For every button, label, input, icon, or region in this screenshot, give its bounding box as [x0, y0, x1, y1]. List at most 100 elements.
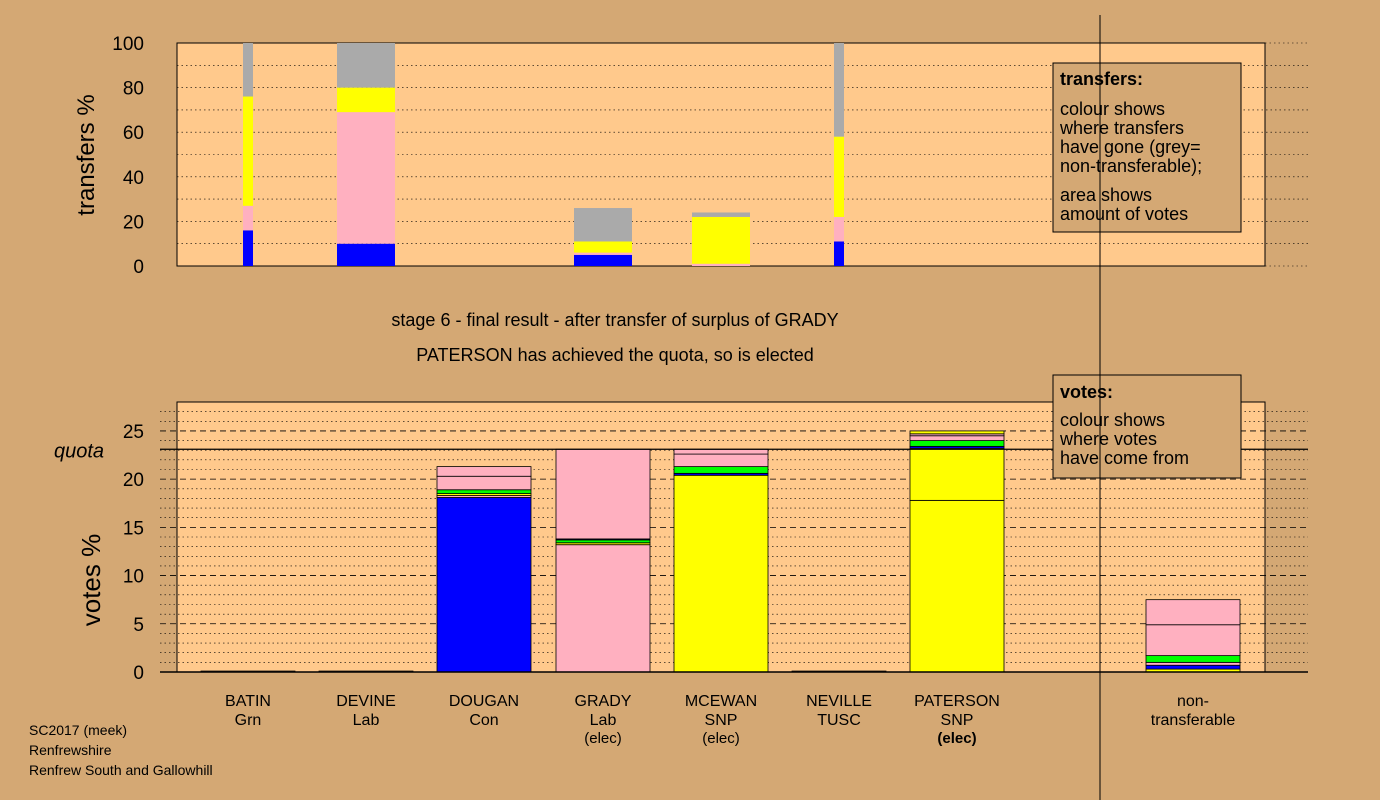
votes-bar-segment	[436, 497, 532, 673]
votes-legend-box	[1052, 374, 1242, 479]
votes-legend-line: where votes	[1059, 429, 1157, 449]
candidate-status: (elec)	[584, 730, 622, 747]
votes-bar-segment	[555, 544, 651, 673]
votes-y-tick: 10	[123, 567, 144, 588]
votes-legend-line: have come from	[1060, 448, 1189, 468]
transfers-legend-box	[1052, 62, 1242, 233]
stage-result: PATERSON has achieved the quota, so is e…	[416, 345, 814, 365]
footer-council: Renfrewshire	[29, 742, 112, 758]
transfers-legend-line: area shows	[1060, 185, 1152, 205]
votes-bar-segment	[909, 435, 1005, 441]
votes-bar-segment	[673, 448, 769, 455]
votes-y-axis-label: votes %	[76, 534, 106, 627]
candidate-name: GRADY	[575, 693, 632, 710]
votes-bar-segment	[436, 475, 532, 491]
candidate-party: Grn	[235, 712, 262, 729]
transfers-bar-segment	[243, 43, 253, 97]
candidate-name: NEVILLE	[806, 693, 872, 710]
candidate-party: TUSC	[817, 712, 861, 729]
votes-bar-segment	[555, 539, 651, 544]
votes-bar-segment	[555, 448, 651, 540]
candidate-name: MCEWAN	[685, 693, 757, 710]
transfers-bar-segment	[243, 205, 253, 231]
transfers-y-tick: 80	[123, 79, 144, 100]
transfers-bar-segment	[692, 216, 750, 264]
transfers-bar-segment	[337, 112, 395, 244]
transfers-bar-segment	[337, 43, 395, 88]
transfers-bar-segment	[574, 241, 632, 253]
votes-bar-segment	[909, 430, 1005, 435]
transfers-bar-segment	[337, 87, 395, 113]
votes-y-tick: 25	[123, 422, 144, 443]
votes-y-tick: 0	[133, 663, 144, 684]
candidate-name: non-	[1177, 693, 1209, 710]
candidate-party: Lab	[590, 712, 617, 729]
votes-chart: 0 5 10 15 20 25 BATIN Grn DEVINE Lab DOUGAN Con GRA…	[54, 374, 1308, 747]
votes-y-tick: 5	[133, 615, 144, 636]
transfers-bar-segment	[834, 216, 844, 242]
votes-bar-segment	[909, 447, 1005, 501]
votes-y-tick: 15	[123, 518, 144, 539]
footer-ward: Renfrew South and Gallowhill	[29, 762, 213, 778]
transfers-bar-segment	[692, 212, 750, 217]
transfers-bar-segment	[574, 252, 632, 255]
transfers-legend-line: non-transferable);	[1060, 156, 1202, 176]
quota-label: quota	[54, 440, 104, 462]
transfers-legend-line: colour shows	[1060, 99, 1165, 119]
transfers-bar-segment	[243, 230, 253, 266]
transfers-legend-line: have gone (grey=	[1060, 137, 1201, 157]
votes-bar-segment	[436, 466, 532, 477]
transfers-bar-segment	[574, 208, 632, 242]
votes-bar-segment	[673, 474, 769, 673]
votes-bar-segment	[1145, 655, 1241, 663]
transfers-y-ticks: 0 20 40 60 80 100	[112, 34, 144, 278]
votes-legend: votes: colour shows where votes have com…	[1052, 374, 1242, 479]
votes-legend-line: colour shows	[1060, 410, 1165, 430]
transfers-bar-segment	[337, 243, 395, 266]
votes-bar-segment	[1145, 624, 1241, 657]
candidate-party: transferable	[1151, 712, 1236, 729]
candidate-status: (elec)	[702, 730, 740, 747]
candidate-name: BATIN	[225, 693, 271, 710]
candidate-party: Con	[469, 712, 498, 729]
candidate-party: SNP	[941, 712, 974, 729]
candidate-status: (elec)	[937, 730, 976, 747]
transfers-legend-title: transfers:	[1060, 69, 1143, 89]
transfers-bar-segment	[574, 254, 632, 266]
footer-election: SC2017 (meek)	[29, 722, 127, 738]
transfers-y-tick: 40	[123, 168, 144, 189]
votes-y-ticks: 0 5 10 15 20 25	[123, 422, 144, 684]
votes-legend-title: votes:	[1060, 382, 1113, 402]
transfers-y-tick: 20	[123, 212, 144, 233]
candidate-party: Lab	[353, 712, 380, 729]
stage-title: stage 6 - final result - after transfer …	[391, 310, 838, 330]
votes-bar-segment	[436, 489, 532, 495]
votes-bar-segment	[1145, 661, 1241, 666]
transfers-chart: 0 20 40 60 80 100 transfers % transfers: colo…	[73, 34, 1308, 278]
votes-bars	[200, 430, 1241, 673]
transfers-bar-segment	[834, 43, 844, 137]
transfers-y-tick: 60	[123, 123, 144, 144]
transfers-y-tick: 100	[112, 34, 144, 55]
votes-bar-segment	[909, 440, 1005, 447]
candidate-party: SNP	[705, 712, 738, 729]
transfers-legend-line: where transfers	[1059, 118, 1184, 138]
votes-bar-segment	[673, 453, 769, 468]
transfers-bar-segment	[834, 241, 844, 266]
votes-bar-segment	[909, 499, 1005, 673]
transfers-legend-line: amount of votes	[1060, 204, 1188, 224]
transfers-y-tick: 0	[133, 257, 144, 278]
transfers-y-axis-label: transfers %	[73, 94, 100, 215]
transfers-bars	[243, 43, 844, 266]
votes-bar-segment	[1145, 664, 1241, 670]
candidate-name: DOUGAN	[449, 693, 519, 710]
transfers-legend: transfers: colour shows where transfers …	[1052, 62, 1242, 233]
transfers-bar-segment	[243, 96, 253, 206]
votes-y-tick: 20	[123, 470, 144, 491]
transfers-bar-segment	[834, 136, 844, 217]
candidate-name: DEVINE	[336, 693, 396, 710]
votes-bar-segment	[1145, 599, 1241, 626]
votes-x-labels: BATINGrnDEVINELabDOUGANConGRADYLab(elec)…	[225, 693, 1235, 747]
transfers-bar-segment	[692, 263, 750, 266]
